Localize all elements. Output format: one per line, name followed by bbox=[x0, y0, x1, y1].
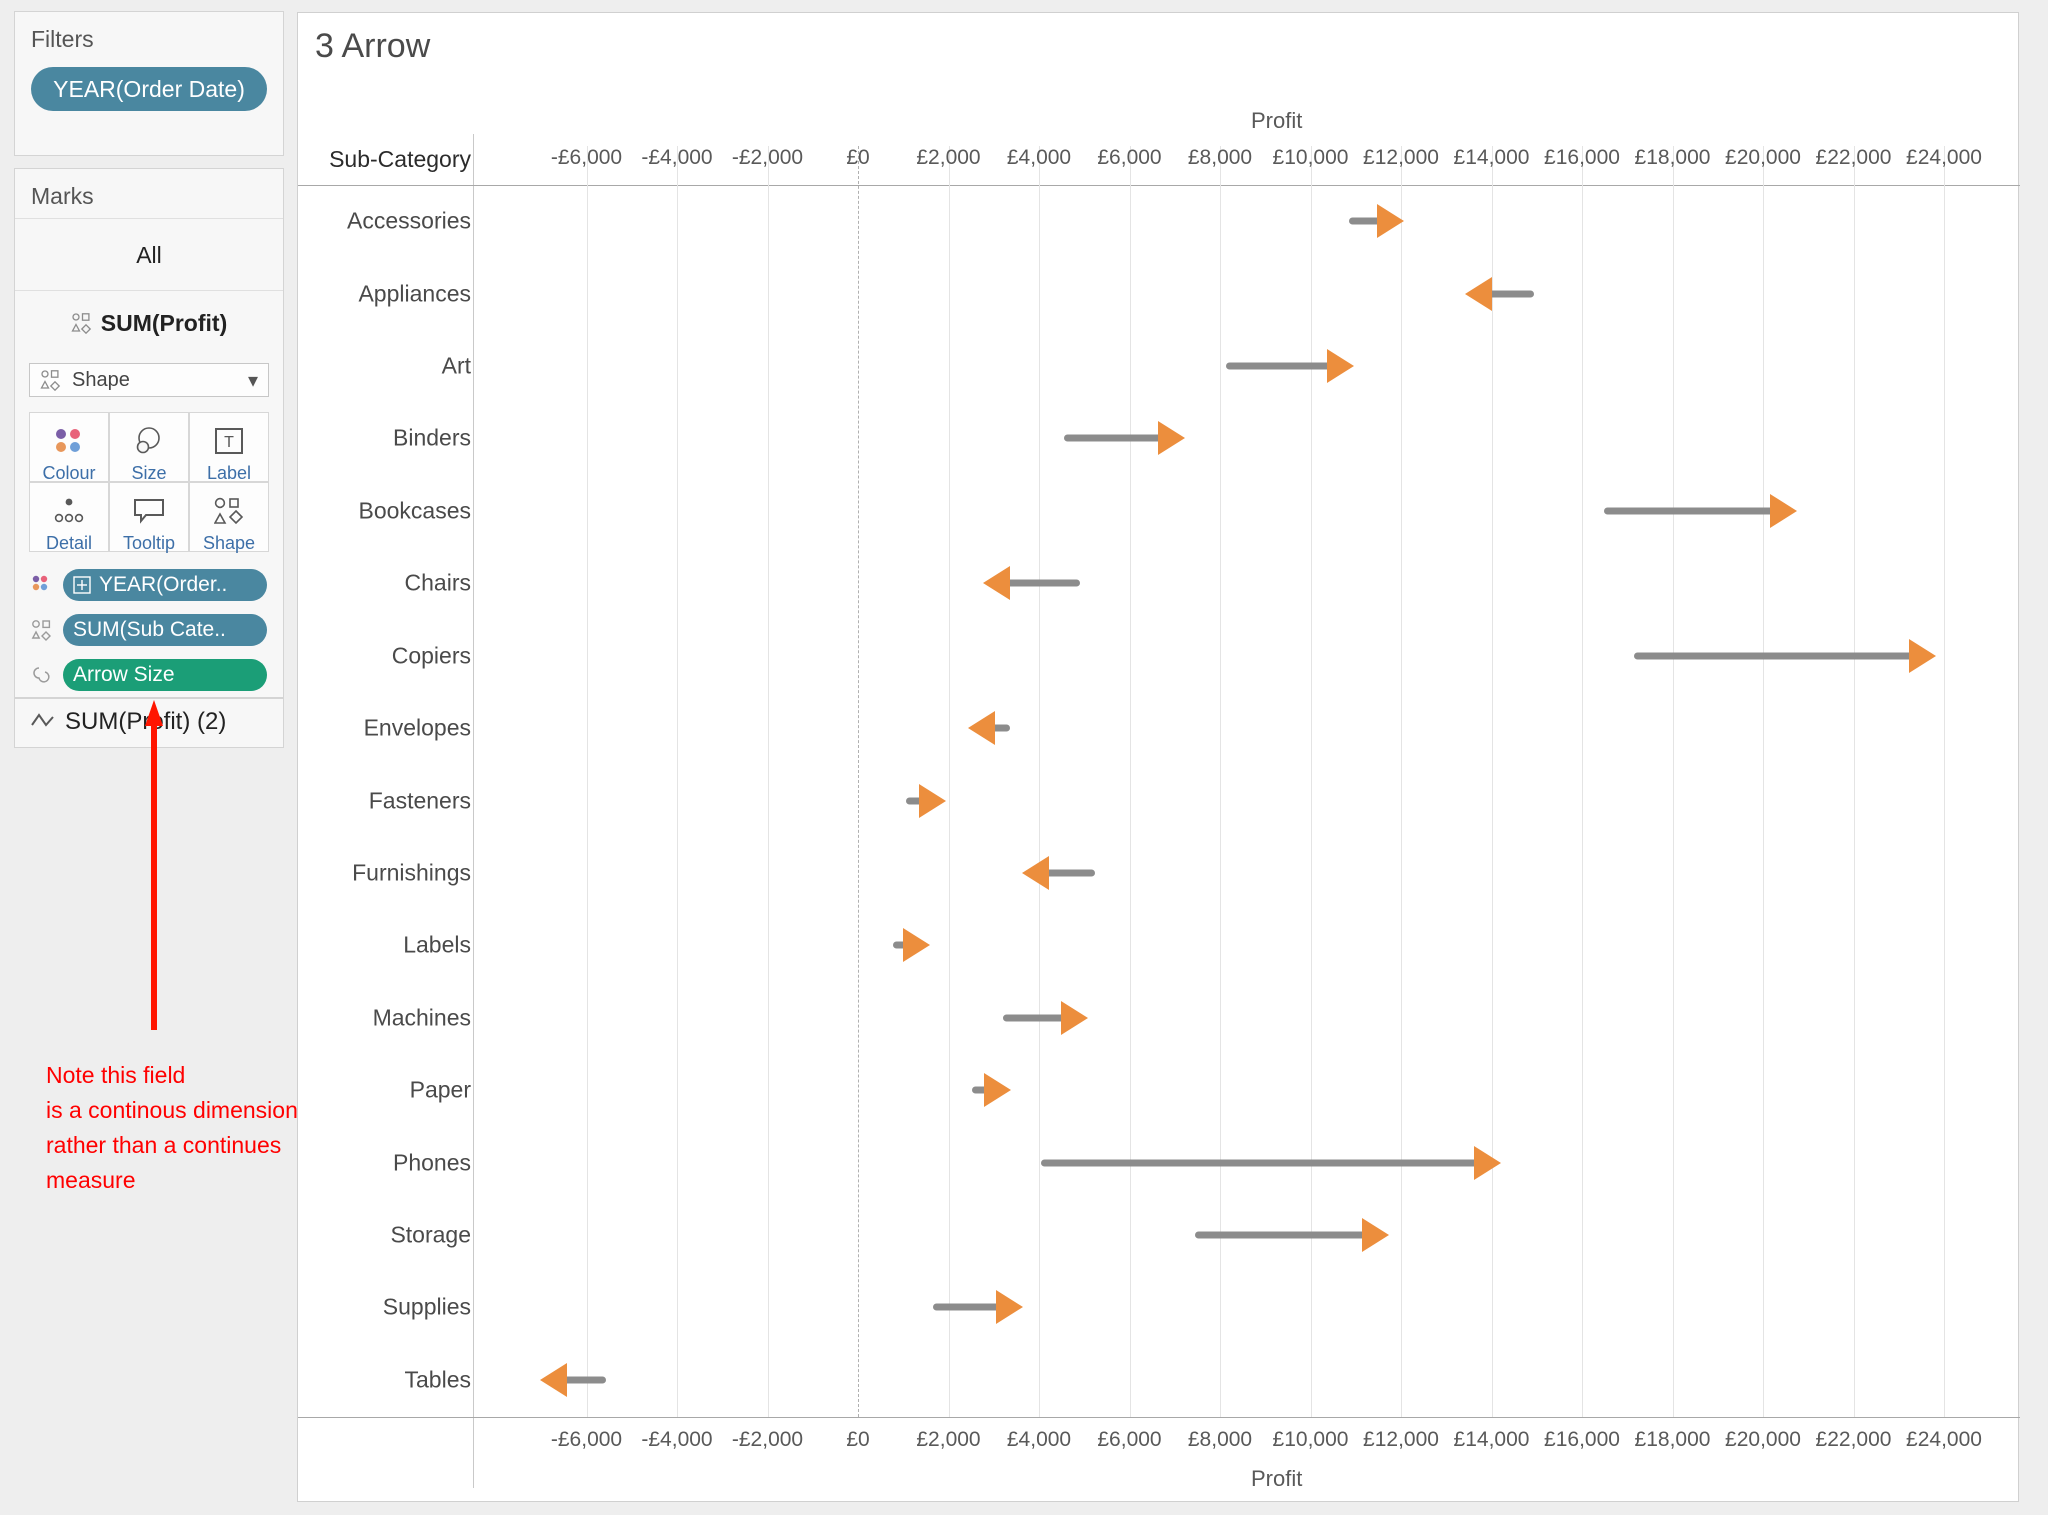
svg-text:T: T bbox=[224, 434, 234, 451]
